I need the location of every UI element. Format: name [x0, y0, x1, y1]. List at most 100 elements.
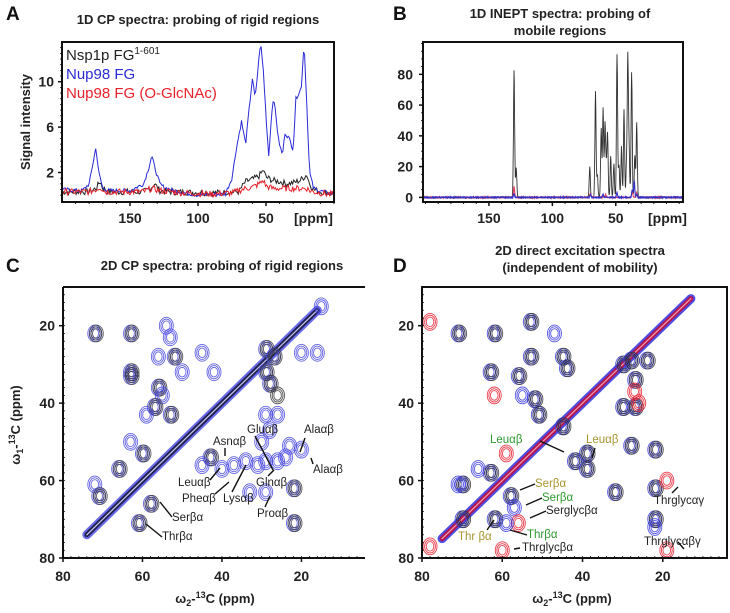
contour-line — [162, 328, 178, 347]
x-tick-label: 80 — [414, 568, 430, 584]
y-tick-label: 0 — [405, 189, 413, 205]
contour-line — [652, 444, 661, 455]
contour-line — [273, 390, 282, 401]
y-tick-label: 80 — [398, 550, 414, 566]
cross-peak — [270, 386, 286, 405]
contour-line — [508, 500, 521, 515]
contour-line — [459, 514, 468, 525]
annotation-label: Alaαβ — [304, 424, 334, 436]
annotation-label: Leuαβ — [178, 477, 211, 489]
contour-line — [660, 473, 673, 488]
legend-item-nup98-oglcnac: Nup98 FG (O-GlcNAc) — [66, 85, 217, 102]
annotation-leader-line — [310, 457, 314, 465]
panel-a-axes: 150 100 50 2 6 10 — [38, 47, 335, 226]
x-tick-label: 50 — [608, 210, 624, 226]
panel-b-title-line-2: mobile regions — [514, 23, 606, 38]
contour-line — [571, 455, 581, 467]
contour-line — [282, 436, 297, 455]
cross-peak — [154, 386, 170, 405]
x-tick-label: 60 — [135, 568, 151, 584]
annotation-label: Serβα — [535, 478, 567, 490]
contour-line — [165, 407, 178, 422]
contour-line — [452, 477, 464, 492]
contour-line — [267, 347, 283, 366]
contour-line — [90, 326, 103, 341]
contour-line — [457, 477, 470, 492]
contour-line — [287, 479, 303, 498]
contour-line — [127, 370, 137, 382]
cross-peak — [131, 514, 148, 533]
cross-peak — [123, 324, 140, 343]
contour-line — [580, 444, 596, 463]
annotation-leader-line — [509, 529, 528, 536]
contour-line — [534, 407, 546, 422]
cross-peak — [502, 487, 520, 505]
contour-line — [297, 347, 306, 359]
contour-line — [269, 349, 281, 364]
contour-line — [642, 353, 655, 368]
cross-peak — [206, 363, 222, 382]
cross-peak — [454, 510, 472, 529]
cross-peak — [262, 374, 279, 393]
contour-line — [424, 539, 436, 554]
annotation-leader-line — [677, 541, 685, 550]
contour-line — [452, 324, 468, 343]
y-tick-label: 60 — [39, 473, 55, 489]
y-tick-label: 20 — [39, 318, 55, 334]
y-tick-label: 40 — [397, 128, 413, 144]
cross-peak — [486, 324, 504, 343]
x-tick-label: 20 — [655, 568, 671, 584]
cross-peak — [555, 347, 572, 366]
contour-line — [295, 345, 308, 360]
cross-peak — [293, 440, 309, 459]
annotation-label: Proαβ — [257, 508, 289, 520]
contour-line — [297, 444, 306, 455]
contour-line — [563, 363, 573, 374]
cross-peak — [194, 343, 210, 362]
annotation-leader-line — [529, 510, 547, 519]
annotation-label: Pheαβ — [182, 493, 216, 505]
cross-peak — [313, 297, 329, 316]
cross-peak — [567, 452, 584, 471]
contour-line — [259, 454, 272, 469]
panel-d-axes: 80 60 40 20 20 40 60 80 — [398, 294, 720, 584]
panel-d-letter: D — [393, 256, 407, 277]
cross-peak — [559, 359, 576, 378]
contour-line — [491, 514, 500, 525]
contour-line — [583, 463, 593, 475]
contour-line — [650, 481, 663, 496]
contour-line — [134, 516, 146, 531]
contour-line — [138, 405, 154, 424]
contour-line — [270, 452, 286, 471]
contour-line — [456, 510, 472, 529]
contour-line — [627, 355, 637, 366]
contour-line — [167, 409, 177, 421]
contour-line — [630, 399, 643, 415]
cross-peak — [111, 460, 128, 478]
cross-peak — [659, 541, 675, 558]
contour-line — [169, 349, 182, 364]
cross-peak — [174, 363, 190, 382]
contour-line — [152, 378, 168, 397]
contour-line — [611, 486, 621, 498]
annotation-leader-line — [671, 486, 679, 494]
cross-peak — [250, 456, 266, 474]
contour-line — [259, 363, 275, 382]
y-tick-label: 80 — [39, 550, 55, 566]
contour-line — [457, 512, 470, 527]
cross-peak — [194, 456, 210, 474]
series-line-nsp1p-fg — [61, 170, 334, 198]
contour-line — [556, 347, 572, 366]
contour-line — [498, 444, 514, 463]
contour-line — [196, 345, 208, 360]
contour-line — [494, 541, 510, 558]
contour-line — [196, 458, 208, 473]
contour-line — [258, 483, 274, 502]
annotation-leader-line — [525, 497, 543, 506]
cross-peak — [270, 405, 286, 424]
contour-line — [126, 436, 135, 448]
contour-line — [562, 361, 574, 376]
contour-line — [648, 440, 664, 459]
contour-line — [114, 461, 126, 477]
contour-line — [500, 446, 513, 461]
